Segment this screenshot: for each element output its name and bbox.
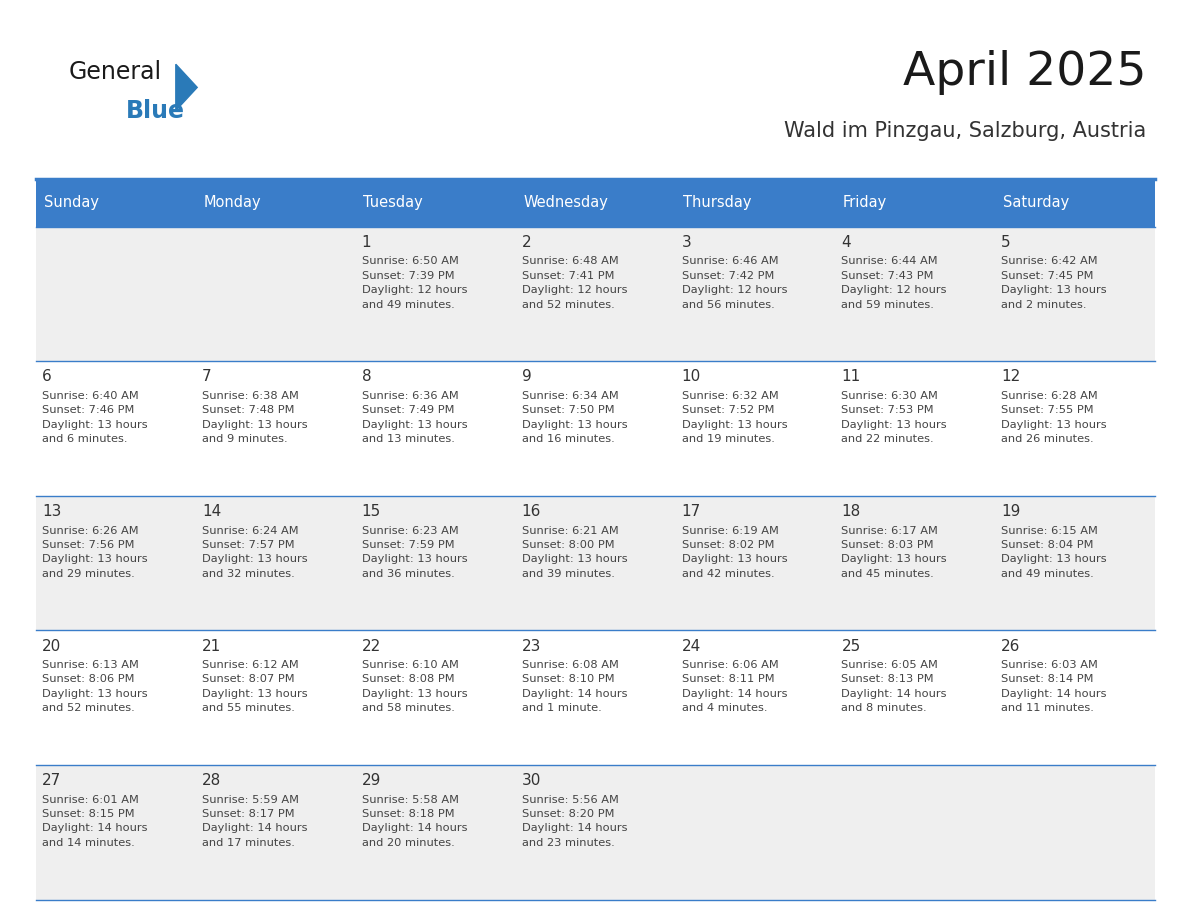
Text: 9: 9 xyxy=(522,369,531,385)
Text: 28: 28 xyxy=(202,773,221,789)
Text: April 2025: April 2025 xyxy=(903,50,1146,95)
Text: 22: 22 xyxy=(362,639,381,654)
Text: 1: 1 xyxy=(362,235,372,250)
Text: 5: 5 xyxy=(1001,235,1011,250)
Text: 2: 2 xyxy=(522,235,531,250)
Text: Sunrise: 6:06 AM
Sunset: 8:11 PM
Daylight: 14 hours
and 4 minutes.: Sunrise: 6:06 AM Sunset: 8:11 PM Dayligh… xyxy=(682,660,786,713)
Text: Sunrise: 6:03 AM
Sunset: 8:14 PM
Daylight: 14 hours
and 11 minutes.: Sunrise: 6:03 AM Sunset: 8:14 PM Dayligh… xyxy=(1001,660,1107,713)
Text: Sunrise: 6:17 AM
Sunset: 8:03 PM
Daylight: 13 hours
and 45 minutes.: Sunrise: 6:17 AM Sunset: 8:03 PM Dayligh… xyxy=(841,525,947,578)
Text: Sunrise: 5:59 AM
Sunset: 8:17 PM
Daylight: 14 hours
and 17 minutes.: Sunrise: 5:59 AM Sunset: 8:17 PM Dayligh… xyxy=(202,795,308,848)
Text: Sunrise: 6:05 AM
Sunset: 8:13 PM
Daylight: 14 hours
and 8 minutes.: Sunrise: 6:05 AM Sunset: 8:13 PM Dayligh… xyxy=(841,660,947,713)
Text: Sunrise: 6:36 AM
Sunset: 7:49 PM
Daylight: 13 hours
and 13 minutes.: Sunrise: 6:36 AM Sunset: 7:49 PM Dayligh… xyxy=(362,391,467,444)
Text: Sunrise: 6:10 AM
Sunset: 8:08 PM
Daylight: 13 hours
and 58 minutes.: Sunrise: 6:10 AM Sunset: 8:08 PM Dayligh… xyxy=(362,660,467,713)
Text: Sunrise: 6:40 AM
Sunset: 7:46 PM
Daylight: 13 hours
and 6 minutes.: Sunrise: 6:40 AM Sunset: 7:46 PM Dayligh… xyxy=(42,391,147,444)
Text: Sunrise: 6:30 AM
Sunset: 7:53 PM
Daylight: 13 hours
and 22 minutes.: Sunrise: 6:30 AM Sunset: 7:53 PM Dayligh… xyxy=(841,391,947,444)
Text: Sunrise: 6:19 AM
Sunset: 8:02 PM
Daylight: 13 hours
and 42 minutes.: Sunrise: 6:19 AM Sunset: 8:02 PM Dayligh… xyxy=(682,525,788,578)
Text: 16: 16 xyxy=(522,504,541,519)
Text: Sunrise: 6:01 AM
Sunset: 8:15 PM
Daylight: 14 hours
and 14 minutes.: Sunrise: 6:01 AM Sunset: 8:15 PM Dayligh… xyxy=(42,795,147,848)
Text: 26: 26 xyxy=(1001,639,1020,654)
Text: 11: 11 xyxy=(841,369,860,385)
Text: 4: 4 xyxy=(841,235,851,250)
Text: Sunrise: 6:48 AM
Sunset: 7:41 PM
Daylight: 12 hours
and 52 minutes.: Sunrise: 6:48 AM Sunset: 7:41 PM Dayligh… xyxy=(522,256,627,309)
Text: Sunrise: 6:42 AM
Sunset: 7:45 PM
Daylight: 13 hours
and 2 minutes.: Sunrise: 6:42 AM Sunset: 7:45 PM Dayligh… xyxy=(1001,256,1107,309)
Text: Sunrise: 6:26 AM
Sunset: 7:56 PM
Daylight: 13 hours
and 29 minutes.: Sunrise: 6:26 AM Sunset: 7:56 PM Dayligh… xyxy=(42,525,147,578)
Text: Sunrise: 6:08 AM
Sunset: 8:10 PM
Daylight: 14 hours
and 1 minute.: Sunrise: 6:08 AM Sunset: 8:10 PM Dayligh… xyxy=(522,660,627,713)
Text: Monday: Monday xyxy=(203,196,261,210)
Text: Sunrise: 6:21 AM
Sunset: 8:00 PM
Daylight: 13 hours
and 39 minutes.: Sunrise: 6:21 AM Sunset: 8:00 PM Dayligh… xyxy=(522,525,627,578)
Text: Sunday: Sunday xyxy=(44,196,99,210)
Text: Wald im Pinzgau, Salzburg, Austria: Wald im Pinzgau, Salzburg, Austria xyxy=(784,121,1146,141)
Text: 6: 6 xyxy=(42,369,52,385)
Text: Sunrise: 5:56 AM
Sunset: 8:20 PM
Daylight: 14 hours
and 23 minutes.: Sunrise: 5:56 AM Sunset: 8:20 PM Dayligh… xyxy=(522,795,627,848)
Text: Saturday: Saturday xyxy=(1003,196,1069,210)
Text: Sunrise: 6:50 AM
Sunset: 7:39 PM
Daylight: 12 hours
and 49 minutes.: Sunrise: 6:50 AM Sunset: 7:39 PM Dayligh… xyxy=(362,256,467,309)
Text: 15: 15 xyxy=(362,504,381,519)
Text: Wednesday: Wednesday xyxy=(523,196,608,210)
Text: 20: 20 xyxy=(42,639,62,654)
Text: 30: 30 xyxy=(522,773,541,789)
Text: 27: 27 xyxy=(42,773,62,789)
Text: Sunrise: 6:24 AM
Sunset: 7:57 PM
Daylight: 13 hours
and 32 minutes.: Sunrise: 6:24 AM Sunset: 7:57 PM Dayligh… xyxy=(202,525,308,578)
Text: 13: 13 xyxy=(42,504,62,519)
Text: 10: 10 xyxy=(682,369,701,385)
Text: Sunrise: 6:44 AM
Sunset: 7:43 PM
Daylight: 12 hours
and 59 minutes.: Sunrise: 6:44 AM Sunset: 7:43 PM Dayligh… xyxy=(841,256,947,309)
Text: 23: 23 xyxy=(522,639,541,654)
Text: 17: 17 xyxy=(682,504,701,519)
Text: 8: 8 xyxy=(362,369,372,385)
Text: Blue: Blue xyxy=(126,99,185,123)
Text: 12: 12 xyxy=(1001,369,1020,385)
Text: 14: 14 xyxy=(202,504,221,519)
Text: Sunrise: 6:46 AM
Sunset: 7:42 PM
Daylight: 12 hours
and 56 minutes.: Sunrise: 6:46 AM Sunset: 7:42 PM Dayligh… xyxy=(682,256,786,309)
Text: Friday: Friday xyxy=(843,196,887,210)
Text: 25: 25 xyxy=(841,639,860,654)
Text: 19: 19 xyxy=(1001,504,1020,519)
Text: Sunrise: 6:12 AM
Sunset: 8:07 PM
Daylight: 13 hours
and 55 minutes.: Sunrise: 6:12 AM Sunset: 8:07 PM Dayligh… xyxy=(202,660,308,713)
Text: 21: 21 xyxy=(202,639,221,654)
Text: 24: 24 xyxy=(682,639,701,654)
Text: 3: 3 xyxy=(682,235,691,250)
Text: Sunrise: 6:28 AM
Sunset: 7:55 PM
Daylight: 13 hours
and 26 minutes.: Sunrise: 6:28 AM Sunset: 7:55 PM Dayligh… xyxy=(1001,391,1107,444)
Text: Sunrise: 6:38 AM
Sunset: 7:48 PM
Daylight: 13 hours
and 9 minutes.: Sunrise: 6:38 AM Sunset: 7:48 PM Dayligh… xyxy=(202,391,308,444)
Text: General: General xyxy=(69,60,162,84)
Text: Sunrise: 6:23 AM
Sunset: 7:59 PM
Daylight: 13 hours
and 36 minutes.: Sunrise: 6:23 AM Sunset: 7:59 PM Dayligh… xyxy=(362,525,467,578)
Text: Sunrise: 6:13 AM
Sunset: 8:06 PM
Daylight: 13 hours
and 52 minutes.: Sunrise: 6:13 AM Sunset: 8:06 PM Dayligh… xyxy=(42,660,147,713)
Text: Thursday: Thursday xyxy=(683,196,752,210)
Text: 29: 29 xyxy=(362,773,381,789)
Text: 18: 18 xyxy=(841,504,860,519)
Text: Sunrise: 6:32 AM
Sunset: 7:52 PM
Daylight: 13 hours
and 19 minutes.: Sunrise: 6:32 AM Sunset: 7:52 PM Dayligh… xyxy=(682,391,788,444)
Text: Tuesday: Tuesday xyxy=(364,196,423,210)
Text: Sunrise: 5:58 AM
Sunset: 8:18 PM
Daylight: 14 hours
and 20 minutes.: Sunrise: 5:58 AM Sunset: 8:18 PM Dayligh… xyxy=(362,795,467,848)
Text: Sunrise: 6:15 AM
Sunset: 8:04 PM
Daylight: 13 hours
and 49 minutes.: Sunrise: 6:15 AM Sunset: 8:04 PM Dayligh… xyxy=(1001,525,1107,578)
Text: Sunrise: 6:34 AM
Sunset: 7:50 PM
Daylight: 13 hours
and 16 minutes.: Sunrise: 6:34 AM Sunset: 7:50 PM Dayligh… xyxy=(522,391,627,444)
Text: 7: 7 xyxy=(202,369,211,385)
